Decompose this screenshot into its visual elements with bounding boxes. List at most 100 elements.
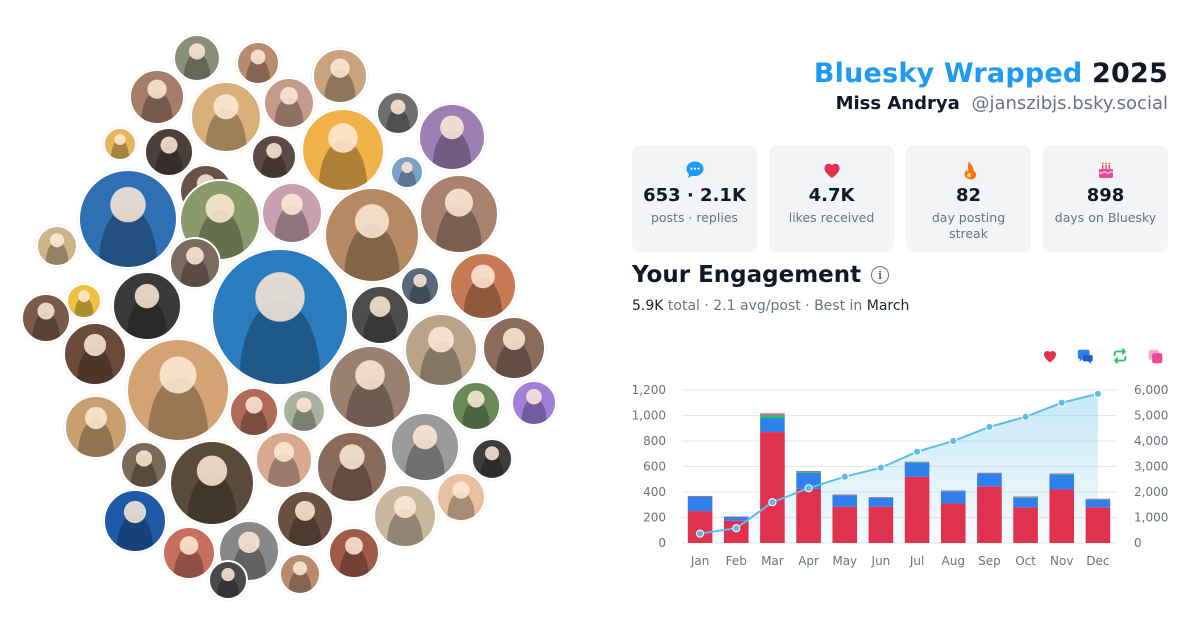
avatar[interactable] (400, 266, 440, 306)
cumulative-point (804, 484, 813, 493)
bar-segment (977, 486, 1002, 543)
avatar[interactable] (21, 293, 71, 343)
avatar[interactable] (66, 283, 102, 319)
bar-segment (796, 471, 821, 473)
avatar[interactable] (103, 127, 137, 161)
avatar[interactable] (211, 248, 349, 386)
speech-bubble-icon (684, 159, 706, 181)
avatar[interactable] (279, 553, 321, 595)
avatar[interactable] (263, 77, 315, 129)
x-tick-label: Oct (1015, 554, 1036, 568)
bar-segment (1049, 489, 1075, 543)
profile-handle: @janszibjs.bsky.social (971, 93, 1168, 114)
avatar[interactable] (390, 412, 460, 482)
x-tick-label: Jul (909, 554, 924, 568)
avatar[interactable] (63, 322, 127, 386)
avatar[interactable] (301, 108, 385, 192)
avatar[interactable] (328, 527, 380, 579)
avatar[interactable] (112, 271, 182, 341)
y-tick-label: 200 (643, 511, 666, 525)
bar-segment (1049, 473, 1075, 475)
bar-segment (1085, 499, 1111, 500)
avatar[interactable] (120, 441, 168, 489)
x-tick-label: Nov (1050, 554, 1073, 568)
bar-segment (832, 494, 858, 496)
bar-segment (723, 516, 749, 517)
bar-segment (904, 476, 930, 543)
avatar[interactable] (282, 389, 326, 433)
avatar[interactable] (482, 316, 546, 380)
avatar[interactable] (276, 490, 334, 548)
avatar[interactable] (316, 431, 388, 503)
avatar[interactable] (78, 169, 178, 269)
avatar[interactable] (404, 313, 478, 387)
x-tick-label: Feb (726, 554, 747, 568)
avatar[interactable] (103, 489, 167, 553)
y2-tick-label: 3,000 (1134, 460, 1168, 474)
bar-segment (1013, 496, 1038, 497)
avatar[interactable] (449, 252, 517, 320)
heart-icon[interactable] (1040, 346, 1060, 366)
bar-segment (832, 494, 858, 496)
bar-segment (1013, 507, 1038, 543)
cumulative-point (732, 524, 741, 533)
avatar[interactable] (64, 395, 128, 459)
avatar[interactable] (129, 69, 185, 125)
avatar[interactable] (324, 187, 420, 283)
page-title: Bluesky Wrapped 2025 (814, 58, 1168, 89)
quote-icon[interactable] (1145, 346, 1165, 366)
avatar[interactable] (471, 438, 513, 480)
avatar[interactable] (255, 431, 313, 489)
stat-value-streak: 82 (955, 185, 982, 206)
bar-segment (1049, 474, 1075, 490)
stat-label-days: days on Bluesky (1054, 210, 1157, 225)
bar-segment (832, 506, 858, 543)
avatar[interactable] (419, 174, 499, 254)
cumulative-point (768, 498, 777, 507)
engagement-separator: · (805, 298, 810, 314)
info-icon[interactable]: i (871, 266, 890, 284)
avatar[interactable] (261, 182, 323, 244)
y-tick-label: 800 (643, 434, 666, 448)
bar-segment (940, 490, 966, 491)
bar-segment (977, 473, 1002, 474)
avatar[interactable] (190, 81, 262, 153)
avatar[interactable] (350, 285, 410, 345)
x-tick-label: Dec (1086, 554, 1109, 568)
avatar[interactable] (144, 127, 194, 177)
avatar[interactable] (312, 48, 368, 104)
y-tick-label: 1,200 (632, 383, 666, 397)
reply-icon[interactable] (1075, 346, 1095, 366)
avatar[interactable] (451, 381, 501, 431)
avatar[interactable] (173, 34, 221, 82)
avatar[interactable] (229, 387, 279, 437)
avatar[interactable] (328, 345, 412, 429)
avatar[interactable] (390, 155, 424, 189)
avatar[interactable] (126, 338, 230, 442)
bar-segment (868, 497, 894, 498)
bar-segment (687, 511, 713, 543)
engagement-best-month: March (866, 298, 910, 314)
repost-icon[interactable] (1110, 346, 1130, 366)
avatar[interactable] (251, 134, 297, 180)
avatar[interactable] (511, 380, 557, 426)
avatar[interactable] (373, 484, 437, 548)
avatar[interactable] (418, 103, 486, 171)
avatar[interactable] (236, 41, 280, 85)
bar-segment (868, 497, 894, 498)
avatar[interactable] (36, 225, 78, 267)
bar-segment (868, 497, 894, 507)
avatar[interactable] (436, 472, 486, 522)
bar-segment (723, 516, 749, 521)
avatar[interactable] (169, 237, 221, 289)
bar-segment (940, 491, 966, 504)
x-tick-label: Jan (690, 554, 710, 568)
avatar[interactable] (208, 560, 248, 600)
stat-card-posts: 653 · 2.1K posts · replies (632, 145, 757, 252)
avatar[interactable] (376, 91, 420, 135)
avatar[interactable] (169, 440, 255, 526)
stat-value-posts: 653 · 2.1K (643, 185, 746, 206)
cumulative-point (949, 436, 958, 446)
avatar[interactable] (162, 526, 216, 580)
engagement-separator: · (704, 298, 709, 314)
